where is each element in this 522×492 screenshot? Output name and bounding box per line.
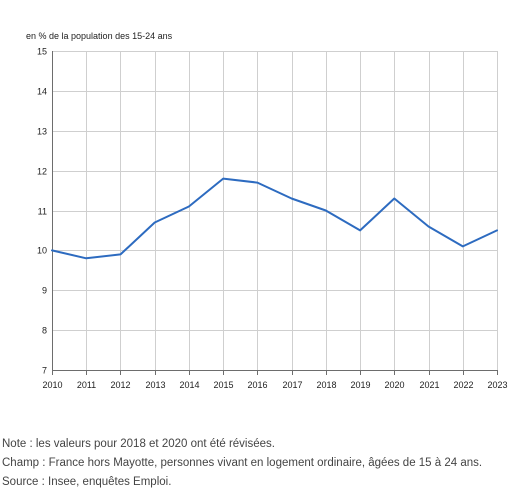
x-tick-label: 2020 [384, 380, 404, 390]
x-tick-label: 2019 [350, 380, 370, 390]
chart-area: en % de la population des 15-24 ans 7 8 9 1… [26, 31, 508, 391]
y-tick-label: 8 [42, 326, 47, 336]
data-point [495, 228, 499, 232]
y-tick-label: 15 [37, 47, 47, 57]
x-tick-label: 2011 [77, 380, 96, 390]
x-tick-label: 2013 [145, 380, 165, 390]
scope-text: Champ : France hors Mayotte, personnes v… [2, 457, 483, 469]
x-tick-label: 2010 [42, 380, 62, 390]
x-tick-label: 2014 [179, 380, 199, 390]
x-tick-label: 2022 [453, 380, 473, 390]
data-point [461, 244, 465, 248]
data-point [153, 220, 157, 224]
source-text: Source : Insee, enquêtes Emploi. [2, 476, 172, 488]
data-point [118, 252, 122, 256]
y-tick-label: 10 [37, 246, 47, 256]
x-tick-label: 2021 [419, 380, 439, 390]
data-point [221, 177, 225, 181]
tick-labels: 7 8 9 10 11 12 13 14 15 2010 2011 2012 2013 2014 2015 2… [37, 47, 508, 391]
y-unit-label: en % de la population des 15-24 ans [26, 31, 173, 41]
data-point [358, 228, 362, 232]
series-line [51, 177, 498, 260]
y-tick-label: 9 [42, 286, 47, 296]
data-point [290, 197, 294, 201]
note-text: Note : les valeurs pour 2018 et 2020 ont… [2, 438, 275, 450]
data-point [427, 224, 431, 228]
x-tick-label: 2023 [487, 380, 507, 390]
data-point [392, 197, 396, 201]
data-point [50, 248, 54, 252]
x-tick-label: 2018 [316, 380, 336, 390]
y-tick-label: 13 [37, 127, 47, 137]
x-tick-label: 2012 [110, 380, 130, 390]
grid [52, 51, 498, 370]
x-tick-label: 2016 [247, 380, 267, 390]
axes [52, 51, 498, 375]
data-point [324, 209, 328, 213]
x-tick-label: 2015 [213, 380, 233, 390]
data-point [255, 181, 259, 185]
data-point [187, 205, 191, 209]
y-tick-label: 7 [42, 366, 47, 376]
x-tick-label: 2017 [282, 380, 302, 390]
y-tick-label: 11 [38, 207, 47, 217]
chart-notes: Note : les valeurs pour 2018 et 2020 ont… [2, 435, 520, 492]
y-tick-label: 14 [37, 87, 47, 97]
line-chart: en % de la population des 15-24 ans 7 8 9 1… [26, 31, 508, 391]
y-tick-label: 12 [37, 167, 47, 177]
data-point [84, 256, 88, 260]
series-layer [50, 177, 499, 260]
